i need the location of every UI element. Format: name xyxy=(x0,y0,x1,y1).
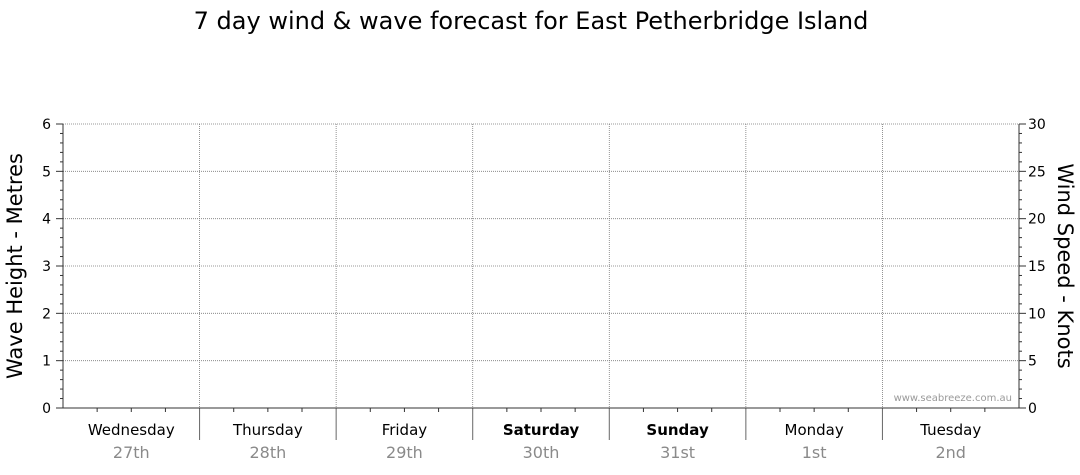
y-axis-title-right: Wind Speed - Knots xyxy=(1053,163,1077,368)
y-tick-label-left: 5 xyxy=(42,164,51,180)
day-date-label: 1st xyxy=(802,443,827,462)
day-name-label: Monday xyxy=(785,421,844,439)
grid-lines xyxy=(63,123,1019,440)
y-tick-label-right: 0 xyxy=(1028,401,1037,417)
y-tick-label-right: 15 xyxy=(1028,259,1046,275)
y-tick-label-left: 6 xyxy=(42,117,51,133)
y-tick-label-left: 2 xyxy=(42,306,51,322)
day-date-label: 30th xyxy=(523,443,560,462)
y-tick-label-right: 25 xyxy=(1028,164,1046,180)
day-name-label: Sunday xyxy=(646,421,709,439)
day-name-label: Tuesday xyxy=(919,421,981,439)
day-date-label: 2nd xyxy=(935,443,965,462)
y-tick-label-left: 3 xyxy=(42,259,51,275)
y-tick-label-right: 10 xyxy=(1028,306,1046,322)
y-tick-label-right: 20 xyxy=(1028,212,1046,228)
y-tick-label-right: 5 xyxy=(1028,354,1037,370)
day-name-label: Friday xyxy=(382,421,428,439)
y-tick-label-left: 4 xyxy=(42,212,51,228)
day-date-label: 28th xyxy=(249,443,286,462)
day-date-label: 27th xyxy=(113,443,150,462)
watermark: www.seabreeze.com.au xyxy=(894,393,1012,404)
chart-title: 7 day wind & wave forecast for East Peth… xyxy=(194,7,869,35)
y-tick-label-left: 1 xyxy=(42,354,51,370)
y-tick-label-left: 0 xyxy=(42,401,51,417)
y-axis-title-left: Wave Height - Metres xyxy=(3,153,27,379)
axis-ticks xyxy=(56,123,1026,412)
day-name-label: Wednesday xyxy=(88,421,175,439)
day-date-label: 31st xyxy=(660,443,695,462)
day-name-label: Thursday xyxy=(232,421,303,439)
day-date-label: 29th xyxy=(386,443,423,462)
tick-labels: 0 1 2 3 4 5 6 0 5 10 15 20 25 30 Wednesday 27th Thursday… xyxy=(42,117,1046,462)
day-name-label: Saturday xyxy=(503,421,580,439)
y-tick-label-right: 30 xyxy=(1028,117,1046,133)
